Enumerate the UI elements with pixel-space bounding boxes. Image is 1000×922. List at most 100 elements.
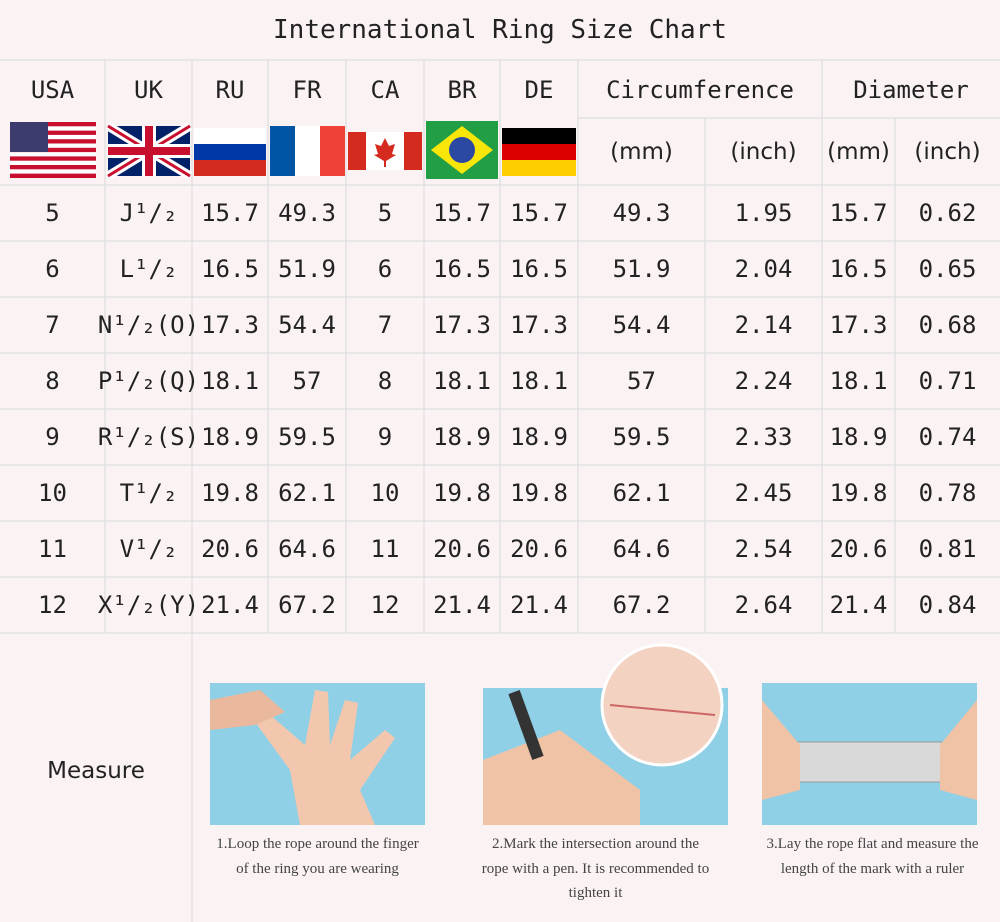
photo-mark-pen [483, 643, 728, 825]
table-cell: 51.9 [278, 255, 336, 283]
table-cell: 15.7 [201, 199, 259, 227]
table-cell: 57 [292, 367, 322, 395]
table-cell: 11 [370, 535, 400, 563]
unit-header: (inch) [914, 138, 981, 165]
unit-header: (inch) [730, 138, 797, 165]
table-cell: 10 [370, 479, 400, 507]
table-cell: 6 [45, 255, 60, 283]
table-cell: 21.4 [510, 591, 568, 619]
table-cell: 16.5 [433, 255, 491, 283]
table-cell: 0.65 [918, 255, 977, 283]
flag-france [270, 126, 345, 176]
table-cell: 54.4 [278, 311, 336, 339]
table-cell: 8 [377, 367, 393, 395]
table-cell: 15.7 [433, 199, 491, 227]
column-header: Diameter [853, 76, 969, 104]
table-cell: 11 [38, 535, 67, 563]
table-cell: J¹/₂ [119, 199, 178, 227]
table-cell: T¹/₂ [119, 479, 178, 507]
flag-canada [348, 132, 422, 170]
table-cell: 18.1 [201, 367, 259, 395]
table-cell: 59.5 [278, 423, 336, 451]
column-header: DE [524, 76, 554, 104]
table-cell: 8 [45, 367, 60, 395]
photo-loop-rope [210, 683, 425, 825]
table-cell: 2.33 [734, 423, 793, 451]
table-cell: 18.9 [201, 423, 259, 451]
table-cell: 17.3 [201, 311, 259, 339]
table-cell: 1.95 [734, 199, 793, 227]
grid [0, 59, 1000, 922]
table-cell: 19.8 [510, 479, 568, 507]
step-caption: 2.Mark the intersection around the rope … [481, 836, 710, 901]
table-cell: 9 [377, 423, 393, 451]
photo-ruler [762, 683, 977, 825]
table-cell: 51.9 [612, 255, 671, 283]
table-cell: 17.3 [510, 311, 568, 339]
table-cell: 17.3 [433, 311, 491, 339]
table-cell: 2.45 [734, 479, 793, 507]
flag-usa [10, 122, 96, 178]
table-cell: 21.4 [201, 591, 259, 619]
table-cell: R¹/₂(S) [97, 423, 200, 451]
table-cell: 17.3 [829, 311, 888, 339]
step-caption: 1.Loop the rope around the finger of the… [216, 836, 419, 877]
table-cell: 18.9 [433, 423, 491, 451]
table-cell: 19.8 [829, 479, 888, 507]
table-cell: 12 [38, 591, 67, 619]
table-cell: 49.3 [278, 199, 336, 227]
table-cell: L¹/₂ [119, 255, 178, 283]
table-cell: 18.9 [829, 423, 888, 451]
table-cell: 67.2 [612, 591, 671, 619]
table-cell: 0.81 [918, 535, 977, 563]
table-cell: N¹/₂(O) [97, 311, 200, 339]
column-header: CA [370, 76, 400, 104]
flag-uk [105, 122, 193, 180]
table-cell: 16.5 [510, 255, 568, 283]
table-cell: 54.4 [612, 311, 671, 339]
measure-label: Measure [47, 758, 145, 784]
table-cell: 18.1 [433, 367, 491, 395]
flag-russia [194, 128, 266, 176]
table-cell: 0.71 [918, 367, 977, 395]
table-cell: 9 [45, 423, 60, 451]
flag-germany [502, 128, 576, 176]
column-header: UK [134, 76, 163, 104]
table-cell: 20.6 [201, 535, 259, 563]
table-cell: 64.6 [612, 535, 671, 563]
table-cell: 0.78 [918, 479, 977, 507]
table-cell: 57 [627, 367, 656, 395]
table-cell: P¹/₂(Q) [97, 367, 200, 395]
table-cell: 12 [370, 591, 400, 619]
table-cell: 10 [38, 479, 67, 507]
table-cell: 2.64 [734, 591, 793, 619]
table-cell: 18.1 [510, 367, 568, 395]
table-cell: 21.4 [829, 591, 888, 619]
table-cell: 0.74 [918, 423, 977, 451]
table-cell: 67.2 [278, 591, 336, 619]
column-header: USA [30, 76, 75, 104]
table-cell: 59.5 [612, 423, 671, 451]
table-cell: 7 [377, 311, 393, 339]
unit-header: (mm) [610, 138, 673, 165]
table-cell: 16.5 [201, 255, 259, 283]
table-cell: 64.6 [278, 535, 336, 563]
table-cell: 20.6 [510, 535, 568, 563]
table-cell: 2.24 [734, 367, 793, 395]
table-cell: 19.8 [201, 479, 259, 507]
flag-brazil [426, 121, 498, 179]
column-header: BR [447, 76, 477, 104]
table-cell: 5 [377, 199, 393, 227]
table-cell: 20.6 [433, 535, 491, 563]
table-cell: 6 [377, 255, 393, 283]
table-cell: 20.6 [829, 535, 888, 563]
table-cell: 49.3 [612, 199, 671, 227]
title: International Ring Size Chart [273, 15, 727, 45]
unit-header: (mm) [827, 138, 890, 165]
table-cell: 15.7 [829, 199, 888, 227]
table-cell: 62.1 [612, 479, 671, 507]
column-header: FR [292, 76, 322, 104]
table-cell: 15.7 [510, 199, 568, 227]
table-cell: 0.84 [918, 591, 977, 619]
